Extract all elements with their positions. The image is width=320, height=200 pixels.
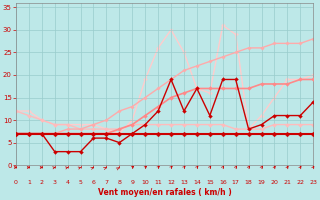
X-axis label: Vent moyen/en rafales ( km/h ): Vent moyen/en rafales ( km/h ) bbox=[98, 188, 231, 197]
